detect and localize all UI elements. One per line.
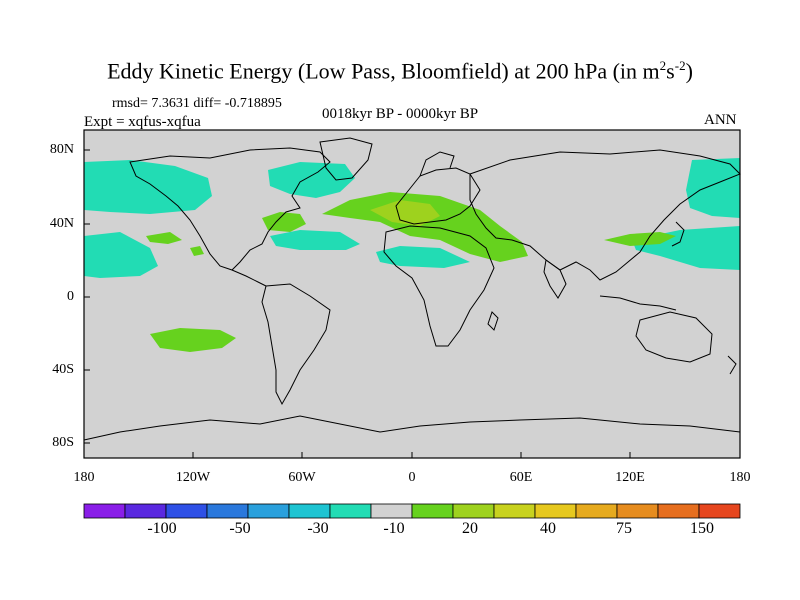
lat-label-80n: 80N bbox=[49, 142, 74, 157]
colorbar bbox=[83, 503, 741, 519]
colorbar-label-m10: -10 bbox=[383, 520, 405, 537]
lon-label-60e: 60E bbox=[509, 470, 533, 485]
lat-label-40s: 40S bbox=[52, 362, 74, 377]
coast-greenland bbox=[319, 137, 373, 181]
coast-north-america bbox=[129, 147, 331, 271]
experiment-label: Expt = xqfus-xqfua bbox=[84, 114, 201, 130]
colorbar-box-0 bbox=[83, 503, 126, 519]
colorbar-label-20: 20 bbox=[462, 520, 478, 537]
colorbar-label-75: 75 bbox=[616, 520, 632, 537]
green-region-east-asia bbox=[604, 232, 676, 246]
lon-label-120w: 120W bbox=[175, 470, 211, 485]
lon-label-60w: 60W bbox=[288, 470, 316, 485]
coast-new-zealand bbox=[727, 355, 737, 375]
colorbar-label-150: 150 bbox=[690, 520, 714, 537]
coast-scandinavia bbox=[419, 151, 455, 177]
lon-label-0: 0 bbox=[408, 470, 416, 485]
green-region-north-america bbox=[262, 212, 306, 232]
colorbar-box-12 bbox=[575, 503, 618, 519]
colorbar-box-9 bbox=[452, 503, 495, 519]
coast-antarctica bbox=[83, 415, 741, 441]
coast-madagascar bbox=[487, 311, 499, 331]
colorbar-box-2 bbox=[165, 503, 208, 519]
cyan-region-subtropical-west bbox=[84, 232, 158, 278]
colorbar-label-m100: -100 bbox=[147, 520, 177, 537]
coast-africa bbox=[383, 225, 495, 347]
anomaly-fill-layer bbox=[84, 158, 740, 352]
period-label: 0018kyr BP - 0000kyr BP bbox=[322, 106, 479, 122]
coast-australia bbox=[635, 311, 713, 363]
lon-label-180e: 180 bbox=[729, 470, 751, 485]
colorbar-box-13 bbox=[616, 503, 659, 519]
green-region-south-pacific bbox=[150, 328, 236, 352]
colorbar-box-8 bbox=[411, 503, 454, 519]
lon-label-120e: 120E bbox=[615, 470, 645, 485]
colorbar-box-10 bbox=[493, 503, 536, 519]
coast-asia bbox=[469, 149, 741, 281]
coast-central-america bbox=[231, 269, 267, 287]
colorbar-box-1 bbox=[124, 503, 167, 519]
lat-label-40n: 40N bbox=[49, 216, 74, 231]
green-region-pacific-small bbox=[146, 232, 182, 244]
rmsd-diff-text: rmsd= 7.3631 diff= -0.718895 bbox=[112, 96, 282, 111]
colorbar-box-7 bbox=[370, 503, 413, 519]
cyan-region-north-pacific-west bbox=[84, 160, 212, 214]
cyan-region-africa bbox=[376, 246, 470, 268]
colorbar-box-14 bbox=[657, 503, 700, 519]
coast-maritime bbox=[599, 295, 677, 311]
lat-label-80s: 80S bbox=[52, 435, 74, 450]
lon-label-180w: 180 bbox=[73, 470, 95, 485]
coast-india bbox=[543, 259, 567, 299]
lightgreen-region-europe bbox=[370, 200, 440, 226]
cyan-region-north-atlantic bbox=[268, 162, 355, 198]
tick-layer bbox=[83, 149, 741, 458]
coast-south-america bbox=[261, 283, 331, 406]
colorbar-label-m30: -30 bbox=[307, 520, 329, 537]
colorbar-label-m50: -50 bbox=[229, 520, 251, 537]
cyan-region-north-pacific-east bbox=[686, 158, 740, 218]
colorbar-label-40: 40 bbox=[540, 520, 556, 537]
colorbar-box-5 bbox=[288, 503, 331, 519]
cyan-region-subtropical-atlantic bbox=[270, 230, 360, 250]
colorbar-box-11 bbox=[534, 503, 577, 519]
colorbar-box-6 bbox=[329, 503, 372, 519]
colorbar-box-15 bbox=[698, 503, 741, 519]
coastline-layer bbox=[83, 137, 741, 441]
lat-label-0: 0 bbox=[67, 289, 74, 304]
green-region-pacific-tiny bbox=[190, 246, 204, 256]
season-label: ANN bbox=[704, 112, 737, 128]
colorbar-box-3 bbox=[206, 503, 249, 519]
colorbar-box-4 bbox=[247, 503, 290, 519]
plot-title: Eddy Kinetic Energy (Low Pass, Bloomfiel… bbox=[107, 58, 693, 84]
coast-japan bbox=[671, 221, 685, 247]
